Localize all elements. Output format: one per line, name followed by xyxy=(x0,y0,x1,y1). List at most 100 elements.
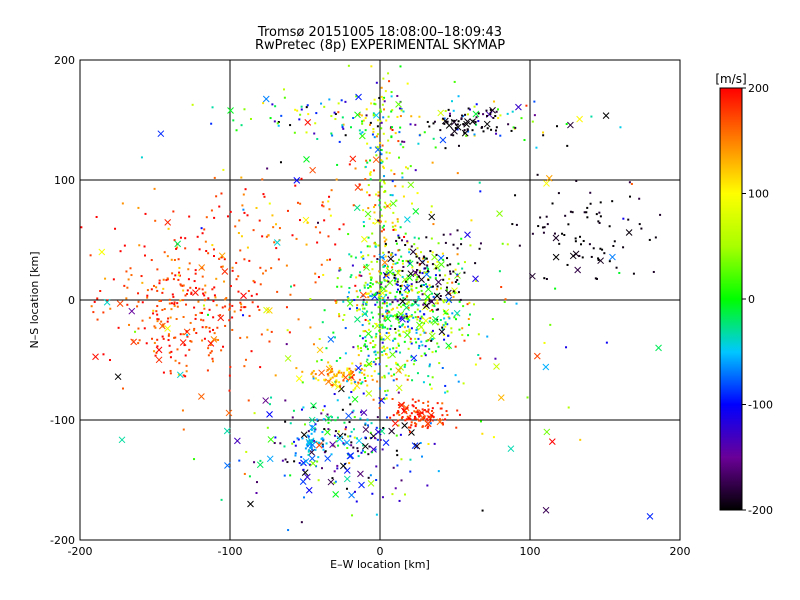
data-point xyxy=(448,277,451,280)
data-point xyxy=(170,350,173,353)
data-point xyxy=(494,114,497,117)
data-point xyxy=(213,332,216,335)
data-cross xyxy=(572,250,580,258)
data-point xyxy=(366,292,369,295)
data-point xyxy=(430,237,433,240)
data-point xyxy=(374,303,377,306)
data-point xyxy=(535,146,538,149)
data-point xyxy=(504,298,507,301)
data-point xyxy=(374,448,377,451)
data-point xyxy=(309,441,312,444)
data-point xyxy=(198,248,201,251)
data-cross xyxy=(92,353,99,361)
data-point xyxy=(223,258,226,261)
data-point xyxy=(184,237,187,240)
data-point xyxy=(272,226,275,229)
data-cross xyxy=(445,289,452,297)
data-point xyxy=(415,341,418,344)
data-point xyxy=(349,369,352,372)
data-point xyxy=(305,131,308,134)
data-point xyxy=(382,165,385,168)
data-point xyxy=(373,102,376,105)
data-point xyxy=(366,374,369,377)
data-point xyxy=(407,416,410,419)
data-point xyxy=(411,266,414,269)
data-point xyxy=(404,419,407,422)
data-point xyxy=(388,348,391,351)
data-point xyxy=(376,125,379,128)
data-point xyxy=(597,220,600,223)
data-point xyxy=(367,354,370,357)
data-cross xyxy=(428,332,436,340)
data-point xyxy=(126,286,129,289)
data-point xyxy=(349,371,352,374)
data-point xyxy=(377,244,380,247)
data-point xyxy=(394,185,397,188)
data-point xyxy=(354,381,357,384)
data-point xyxy=(411,289,414,292)
data-cross xyxy=(267,436,275,443)
data-point xyxy=(188,348,191,351)
data-point xyxy=(415,255,418,258)
data-point xyxy=(354,387,357,390)
plot-frame xyxy=(79,59,681,541)
data-point xyxy=(377,194,380,197)
data-point xyxy=(462,123,465,126)
data-point xyxy=(451,312,454,315)
data-point xyxy=(382,427,385,430)
data-point xyxy=(387,331,390,334)
data-point xyxy=(329,214,332,217)
data-point xyxy=(217,338,220,341)
data-point xyxy=(224,298,227,301)
data-cross xyxy=(399,315,406,323)
data-point xyxy=(240,124,243,127)
data-point xyxy=(204,298,207,301)
data-point xyxy=(364,380,367,383)
data-point xyxy=(174,274,177,277)
data-point xyxy=(481,432,484,435)
data-point xyxy=(427,408,430,411)
data-cross xyxy=(378,253,386,261)
data-point xyxy=(252,229,255,232)
data-point xyxy=(200,318,203,321)
data-point xyxy=(383,278,386,281)
data-point xyxy=(218,205,221,208)
data-point xyxy=(361,449,364,452)
data-point xyxy=(381,315,384,318)
data-point xyxy=(425,236,428,239)
data-point xyxy=(357,381,360,384)
data-point xyxy=(285,343,288,346)
data-point xyxy=(279,161,282,164)
data-point xyxy=(431,304,434,307)
data-cross xyxy=(318,369,325,377)
data-point xyxy=(310,428,313,431)
data-point xyxy=(471,129,474,132)
data-cross xyxy=(388,427,395,435)
data-point xyxy=(410,115,413,118)
data-point xyxy=(394,314,397,317)
data-point xyxy=(390,95,393,98)
data-point xyxy=(372,346,375,349)
data-point xyxy=(353,416,356,419)
data-cross xyxy=(576,115,583,123)
data-point xyxy=(397,391,400,394)
data-point xyxy=(364,281,367,284)
data-point xyxy=(355,500,358,503)
data-point xyxy=(293,460,296,463)
data-point xyxy=(396,316,399,319)
data-point xyxy=(566,144,569,147)
data-point xyxy=(162,323,165,326)
data-point xyxy=(218,257,221,260)
data-point xyxy=(441,402,444,405)
data-point xyxy=(383,300,386,303)
data-point xyxy=(416,269,419,272)
data-point xyxy=(481,126,484,129)
data-cross xyxy=(602,112,610,120)
data-point xyxy=(426,339,429,342)
data-point xyxy=(321,445,324,448)
data-point xyxy=(376,301,379,304)
data-point xyxy=(378,96,381,99)
data-point xyxy=(141,319,144,322)
data-point xyxy=(581,256,584,259)
data-point xyxy=(467,334,470,337)
